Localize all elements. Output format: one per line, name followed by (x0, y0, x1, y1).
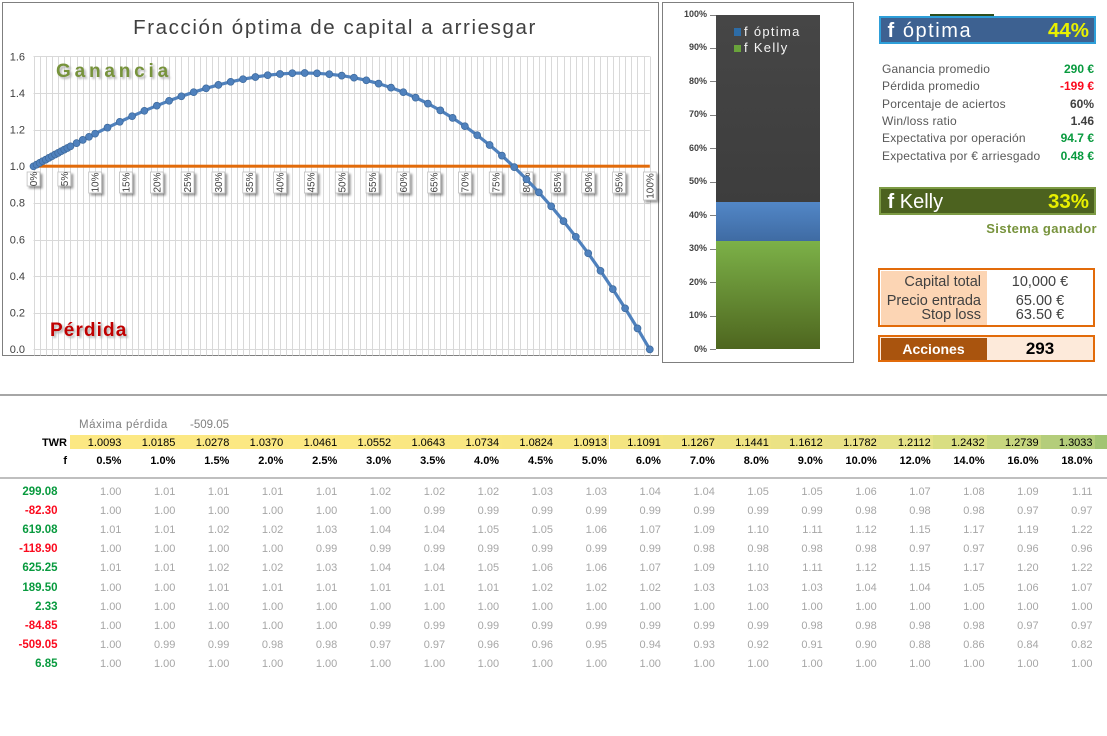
svg-text:25%: 25% (183, 172, 194, 192)
svg-text:35%: 35% (245, 172, 256, 192)
svg-text:Fracción óptima de capital a a: Fracción óptima de capital a arriesgar (133, 16, 537, 39)
svg-text:95%: 95% (615, 172, 626, 192)
svg-text:0.4: 0.4 (10, 271, 25, 283)
svg-text:40%: 40% (276, 172, 287, 192)
svg-text:20%: 20% (152, 172, 163, 192)
svg-text:100%: 100% (645, 173, 656, 199)
svg-text:0.0: 0.0 (10, 344, 25, 356)
svg-text:0.8: 0.8 (10, 198, 25, 210)
svg-text:1.2: 1.2 (10, 125, 25, 137)
svg-text:75%: 75% (491, 172, 502, 192)
svg-text:5%: 5% (60, 172, 71, 187)
svg-text:30%: 30% (214, 172, 225, 192)
svg-text:65%: 65% (430, 172, 441, 192)
svg-text:85%: 85% (553, 172, 564, 192)
svg-text:60%: 60% (399, 172, 410, 192)
svg-text:0%: 0% (29, 172, 40, 187)
svg-text:Pérdida: Pérdida (50, 320, 127, 341)
svg-text:50%: 50% (337, 172, 348, 192)
svg-text:45%: 45% (306, 172, 317, 192)
svg-text:90%: 90% (584, 172, 595, 192)
svg-text:10%: 10% (91, 172, 102, 192)
svg-text:70%: 70% (461, 172, 472, 192)
svg-text:15%: 15% (122, 172, 133, 192)
svg-text:1.0: 1.0 (10, 161, 25, 173)
svg-text:55%: 55% (368, 172, 379, 192)
svg-text:1.6: 1.6 (10, 51, 25, 63)
svg-text:Ganancia: Ganancia (56, 61, 172, 82)
svg-text:0.6: 0.6 (10, 234, 25, 246)
svg-text:1.4: 1.4 (10, 88, 25, 100)
svg-text:0.2: 0.2 (10, 308, 25, 320)
